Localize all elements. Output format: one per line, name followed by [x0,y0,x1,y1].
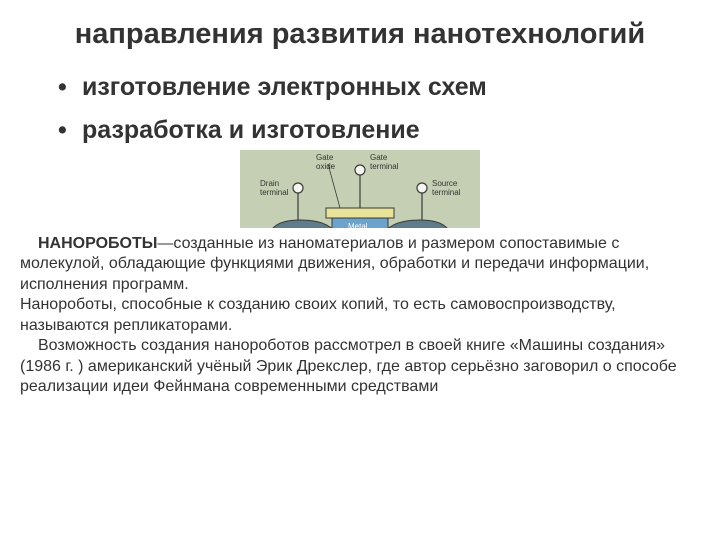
text-overlay: НАНОРОБОТЫ—созданные из наноматериалов и… [14,228,706,404]
gate-terminal-circle [355,165,365,175]
bullet-dot: • [58,116,82,145]
source-terminal-circle [417,183,427,193]
nanorobots-term: НАНОРОБОТЫ [38,235,157,252]
overlay-paragraphs: НАНОРОБОТЫ—созданные из наноматериалов и… [20,234,700,398]
overlay-body-2: Нанороботы, способные к созданию своих к… [20,296,616,333]
bullet-2-text: разработка и изготовление [82,116,420,144]
bullet-dot: • [58,73,82,102]
gate-oxide [326,208,394,218]
label-drain-2: terminal [260,188,289,197]
label-gate-term-2: terminal [370,162,399,171]
drain-terminal-circle [293,183,303,193]
label-drain-1: Drain [260,179,279,188]
label-gate-term-1: Gate [370,153,388,162]
overlay-body-3: Возможность создания нанороботов рассмот… [20,337,677,395]
label-source-1: Source [432,179,458,188]
label-gate-oxide-1: Gate [316,153,334,162]
label-source-2: terminal [432,188,461,197]
bullet-1: •изготовление электронных схем [0,73,720,102]
bullet-2: •разработка и изготовление [0,116,720,145]
bullet-1-text: изготовление электронных схем [82,73,487,101]
label-gate-oxide-2: oxide [316,162,336,171]
slide-title: направления развития нанотехнологий [0,0,720,59]
